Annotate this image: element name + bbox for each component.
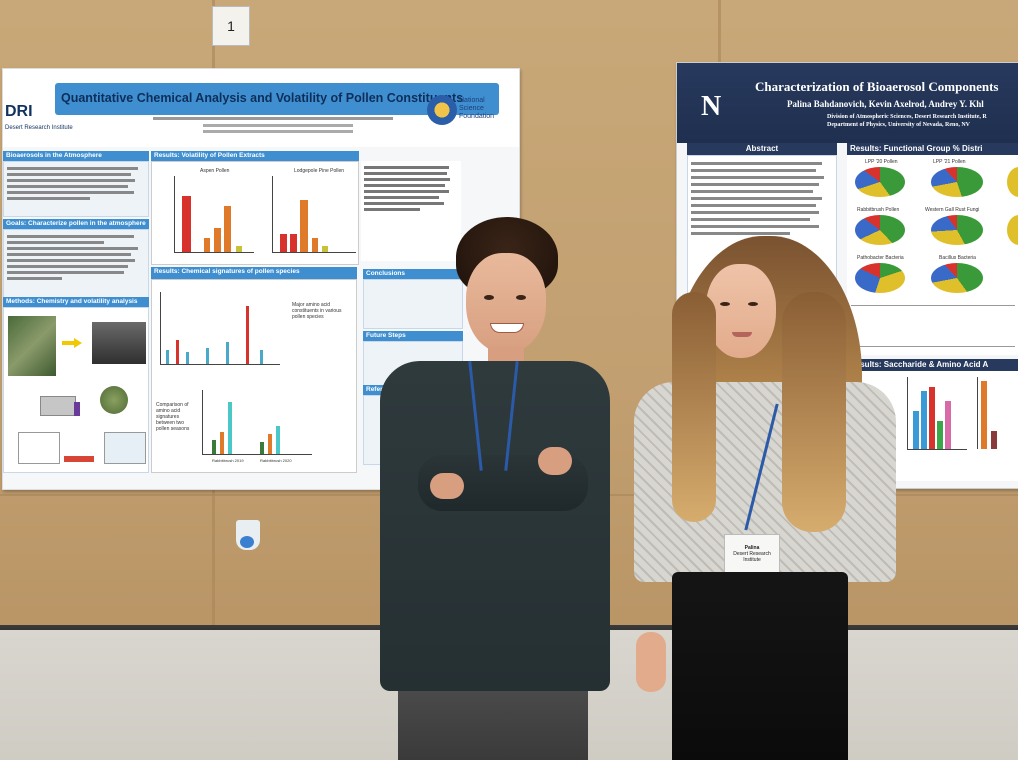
methods-diagram — [3, 307, 149, 473]
lab-photo — [92, 322, 146, 364]
pie-chart — [931, 263, 983, 293]
section-heading: Results: Functional Group % Distri — [847, 143, 1018, 155]
poster-number-card: 1 — [212, 6, 250, 46]
poster-title-bar — [55, 83, 499, 115]
badge-name: Palina — [744, 545, 760, 551]
bar — [300, 200, 308, 252]
eye — [516, 295, 526, 300]
pollen-grain-icon — [100, 386, 128, 414]
pie-chart — [855, 263, 905, 293]
poster-authors: Palina Bahdanovich, Kevin Axelrod, Andre… — [787, 99, 984, 109]
volatility-text — [361, 161, 461, 261]
section-heading: Results: Saccharide & Amino Acid A — [847, 359, 1018, 371]
eye — [484, 295, 494, 300]
pie-chart — [855, 167, 905, 197]
nsf-logo-icon — [427, 95, 457, 125]
section-heading: Conclusions — [363, 269, 463, 279]
eye — [720, 302, 730, 306]
poster-pollen-chemistry: Quantitative Chemical Analysis and Volat… — [2, 68, 520, 490]
lodgepole-label: Lodgepole Pine Pollen — [294, 168, 345, 174]
hand — [636, 632, 666, 692]
push-pin — [240, 536, 254, 548]
amino-acid-note: Major amino acid constituents in various… — [292, 302, 342, 320]
man-presenter — [378, 215, 612, 760]
section-heading: Abstract — [687, 143, 837, 155]
apparatus-icon — [18, 432, 60, 464]
hair-strand — [782, 292, 846, 532]
volatility-charts: Aspen Pollen Lodgepole Pine Pollen — [151, 161, 359, 265]
dri-logo-subtitle: Desert Research Institute — [5, 125, 73, 131]
unr-logo: N — [701, 91, 722, 122]
x-label-2019: Rabbitbrush 2019 — [212, 458, 244, 463]
bar — [224, 206, 231, 252]
pie-chart — [1007, 215, 1018, 245]
pie-chart-grid: LPP '20 Pollen LPP '21 Pollen Rabbitbrus… — [847, 155, 1018, 355]
section-heading: Methods: Chemistry and volatility analys… — [3, 297, 149, 307]
author-line — [203, 130, 353, 133]
dri-logo: DRI — [5, 103, 33, 120]
pie-chart — [855, 215, 905, 245]
section-body — [363, 279, 463, 329]
heater-icon — [64, 456, 94, 462]
bar — [280, 234, 287, 252]
eye — [748, 302, 758, 306]
computer-icon — [104, 432, 146, 464]
nsf-label: National Science Foundation — [459, 97, 495, 120]
author-line — [203, 124, 353, 127]
face — [466, 253, 546, 353]
chemical-signature-charts: Major amino acid constituents in various… — [151, 279, 357, 473]
smile — [732, 332, 752, 337]
black-pants — [672, 572, 848, 760]
data-table — [851, 305, 1015, 347]
section-heading: Results: Volatility of Pollen Extracts — [151, 151, 359, 161]
smile — [490, 323, 524, 333]
poster-header — [677, 63, 1018, 143]
name-badge: Palina Desert Research Institute — [724, 534, 780, 576]
instrument-icon — [40, 396, 76, 416]
grey-pants — [398, 691, 588, 760]
section-heading: Bioaerosols in the Atmosphere — [3, 151, 149, 161]
hair-strand — [672, 292, 716, 522]
bar — [204, 238, 210, 252]
poster-title: Characterization of Bioaerosol Component… — [755, 79, 999, 94]
bar — [290, 234, 297, 252]
badge-org: Desert Research Institute — [733, 551, 771, 563]
poster-affiliation: Division of Atmospheric Sciences, Desert… — [827, 114, 987, 128]
arrow-right-icon — [62, 338, 82, 348]
section-heading: Future Steps — [363, 331, 463, 341]
aspen-label: Aspen Pollen — [200, 168, 230, 174]
bar — [182, 196, 191, 252]
bar — [236, 246, 242, 252]
comparison-note: Comparison of amino acid signatures betw… — [156, 402, 190, 432]
hand — [430, 473, 464, 499]
map-image — [8, 316, 56, 376]
hand — [538, 447, 572, 475]
section-heading: Results: Chemical signatures of pollen s… — [151, 267, 357, 279]
section-body — [3, 229, 149, 299]
bar — [214, 228, 221, 252]
pie-chart — [931, 167, 983, 197]
woman-presenter: Palina Desert Research Institute — [632, 232, 898, 760]
bar — [312, 238, 318, 252]
face — [706, 264, 776, 358]
section-heading: Goals: Characterize pollen in the atmosp… — [3, 219, 149, 229]
pie-chart — [1007, 167, 1018, 197]
pie-chart — [931, 215, 983, 245]
bar — [322, 246, 328, 252]
section-body — [3, 161, 149, 217]
poster-title: Quantitative Chemical Analysis and Volat… — [61, 91, 464, 105]
vial-icon — [74, 402, 80, 416]
dark-shirt — [380, 361, 610, 691]
x-label-2020: Rabbitbrush 2020 — [260, 458, 292, 463]
author-line — [153, 117, 393, 120]
